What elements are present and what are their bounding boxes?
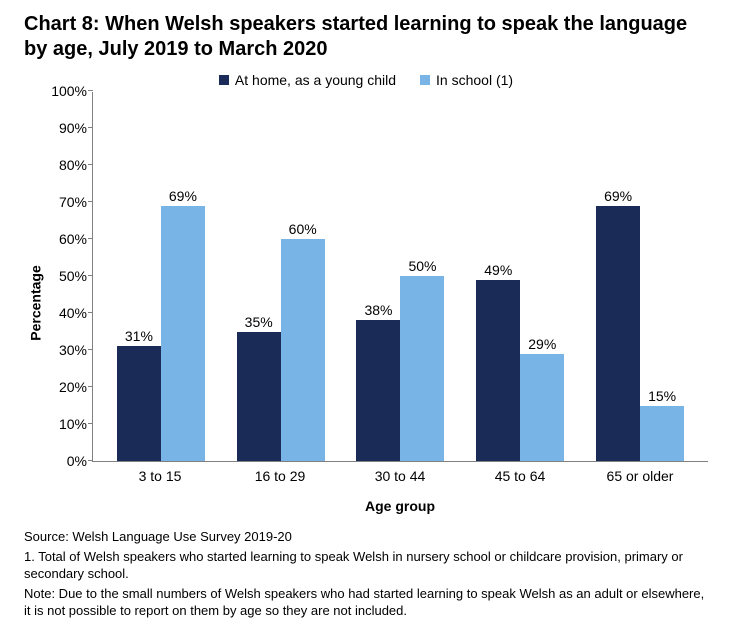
bar-value-label: 31%	[125, 328, 153, 344]
footnote-1: 1. Total of Welsh speakers who started l…	[24, 548, 708, 583]
y-tick-mark	[88, 201, 93, 202]
bar: 31%	[117, 346, 161, 461]
legend-swatch-0	[219, 75, 229, 85]
bar-value-label: 69%	[169, 188, 197, 204]
bar-group: 69%15%	[596, 206, 684, 461]
legend-item: At home, as a young child	[219, 72, 396, 88]
y-tick-label: 60%	[49, 231, 87, 247]
bar-value-label: 29%	[528, 336, 556, 352]
legend-swatch-1	[420, 75, 430, 85]
y-tick-mark	[88, 127, 93, 128]
y-tick-label: 0%	[49, 453, 87, 469]
bar-group: 35%60%	[237, 239, 325, 461]
bar-value-label: 69%	[604, 188, 632, 204]
x-tick-label: 3 to 15	[116, 468, 204, 484]
y-tick-mark	[88, 238, 93, 239]
y-tick-mark	[88, 275, 93, 276]
legend: At home, as a young child In school (1)	[24, 72, 708, 88]
y-axis-label-wrap: Percentage	[24, 92, 48, 514]
y-tick-mark	[88, 312, 93, 313]
plot-area: 0%10%20%30%40%50%60%70%80%90%100%31%69%3…	[92, 92, 708, 462]
bar: 35%	[237, 332, 281, 462]
bar-value-label: 38%	[364, 302, 392, 318]
bar-value-label: 50%	[408, 258, 436, 274]
y-axis-label: Percentage	[28, 265, 44, 340]
y-tick-mark	[88, 90, 93, 91]
legend-label: In school (1)	[436, 72, 513, 88]
chart-area: Percentage 0% 10% 20% 30% 40% 50% 60% 70% 80% 90%…	[24, 92, 708, 514]
y-tick-label: 30%	[49, 342, 87, 358]
bar-value-label: 35%	[245, 314, 273, 330]
chart-footer: Source: Welsh Language Use Survey 2019-2…	[24, 528, 708, 620]
x-tick-label: 30 to 44	[356, 468, 444, 484]
x-tick-label: 16 to 29	[236, 468, 324, 484]
bar: 29%	[520, 354, 564, 461]
x-tick-label: 45 to 64	[476, 468, 564, 484]
chart-title: Chart 8: When Welsh speakers started lea…	[24, 12, 708, 62]
y-tick-label: 100%	[49, 83, 87, 99]
bar: 69%	[596, 206, 640, 461]
legend-label: At home, as a young child	[235, 72, 396, 88]
bar-group: 38%50%	[356, 276, 444, 461]
y-tick-label: 20%	[49, 379, 87, 395]
bar: 69%	[161, 206, 205, 461]
bar-value-label: 60%	[289, 221, 317, 237]
y-tick-mark	[88, 349, 93, 350]
bar-group: 31%69%	[117, 206, 205, 461]
y-tick-label: 80%	[49, 157, 87, 173]
y-tick-label: 50%	[49, 268, 87, 284]
bar-group: 49%29%	[476, 280, 564, 461]
bar-value-label: 49%	[484, 262, 512, 278]
y-tick-mark	[88, 386, 93, 387]
bar: 60%	[281, 239, 325, 461]
x-tick-label: 65 or older	[596, 468, 684, 484]
y-tick-label: 70%	[49, 194, 87, 210]
x-axis-label: Age group	[92, 498, 708, 514]
bar: 15%	[640, 406, 684, 462]
y-tick-label: 10%	[49, 416, 87, 432]
bar: 38%	[356, 320, 400, 461]
y-tick-label: 40%	[49, 305, 87, 321]
footnote-2: Note: Due to the small numbers of Welsh …	[24, 585, 708, 620]
y-tick-mark	[88, 460, 93, 461]
bar-value-label: 15%	[648, 388, 676, 404]
y-tick-mark	[88, 423, 93, 424]
bar: 50%	[400, 276, 444, 461]
x-axis-ticks: 3 to 15 16 to 29 30 to 44 45 to 64 65 or old…	[92, 462, 708, 484]
source-text: Source: Welsh Language Use Survey 2019-2…	[24, 528, 708, 546]
y-tick-label: 90%	[49, 120, 87, 136]
y-tick-mark	[88, 164, 93, 165]
legend-item: In school (1)	[420, 72, 513, 88]
bar: 49%	[476, 280, 520, 461]
